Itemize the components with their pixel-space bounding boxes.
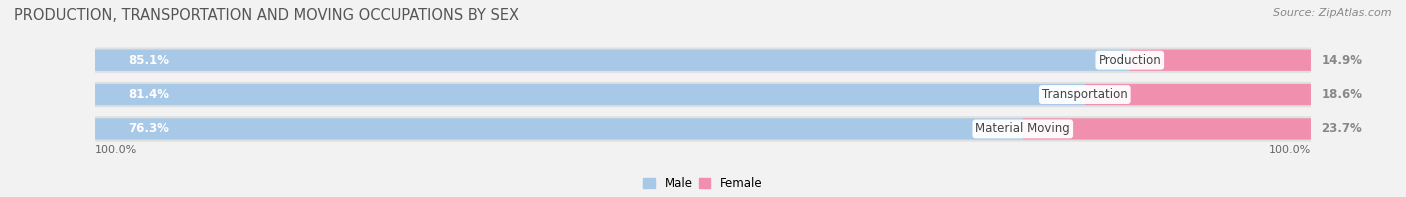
- Text: 14.9%: 14.9%: [1322, 54, 1362, 67]
- Text: Material Moving: Material Moving: [976, 122, 1070, 135]
- FancyBboxPatch shape: [1022, 118, 1310, 139]
- Text: 100.0%: 100.0%: [96, 145, 138, 155]
- Text: 100.0%: 100.0%: [1268, 145, 1310, 155]
- FancyBboxPatch shape: [96, 47, 1310, 73]
- FancyBboxPatch shape: [96, 82, 1310, 107]
- FancyBboxPatch shape: [1130, 50, 1310, 71]
- Text: 23.7%: 23.7%: [1322, 122, 1362, 135]
- Legend: Male, Female: Male, Female: [641, 175, 765, 193]
- FancyBboxPatch shape: [96, 50, 1130, 71]
- Text: Transportation: Transportation: [1042, 88, 1128, 101]
- Text: 85.1%: 85.1%: [128, 54, 169, 67]
- Text: 76.3%: 76.3%: [128, 122, 169, 135]
- FancyBboxPatch shape: [1085, 84, 1310, 105]
- Text: 18.6%: 18.6%: [1322, 88, 1362, 101]
- Text: Production: Production: [1098, 54, 1161, 67]
- Text: Source: ZipAtlas.com: Source: ZipAtlas.com: [1274, 8, 1392, 18]
- FancyBboxPatch shape: [96, 118, 1022, 139]
- FancyBboxPatch shape: [96, 84, 1085, 105]
- Text: PRODUCTION, TRANSPORTATION AND MOVING OCCUPATIONS BY SEX: PRODUCTION, TRANSPORTATION AND MOVING OC…: [14, 8, 519, 23]
- FancyBboxPatch shape: [96, 116, 1310, 142]
- Text: 81.4%: 81.4%: [128, 88, 169, 101]
